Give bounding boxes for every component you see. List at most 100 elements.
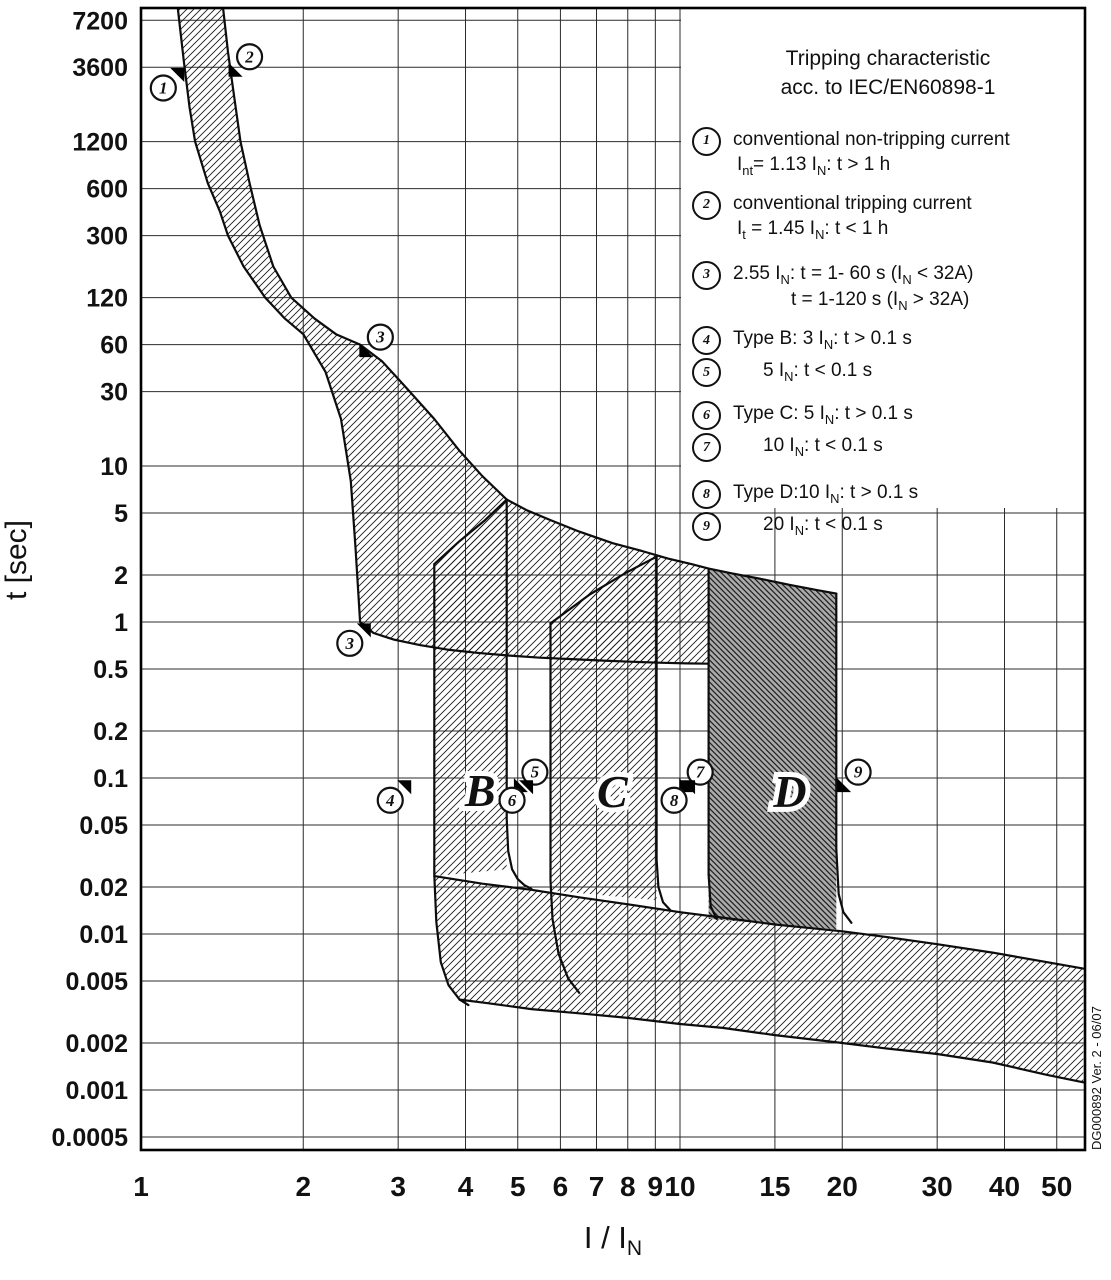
legend-item-5: 5 5 IN: t < 0.1 s — [692, 358, 1084, 388]
svg-text:2: 2 — [244, 47, 254, 66]
marker-pointer-triangle — [228, 62, 243, 77]
plot-border — [139, 6, 1087, 1152]
y-tick-label: 0.5 — [93, 656, 128, 684]
y-tick-label: 2 — [114, 562, 128, 590]
y-tick-label: 5 — [114, 500, 128, 528]
legend-item-number: 9 — [692, 512, 721, 542]
marker-1: 1 — [149, 67, 185, 102]
document-reference: DG000892 Ver. 2 - 06/07 — [1089, 1006, 1104, 1150]
y-tick-label: 0.01 — [79, 921, 128, 949]
x-tick-label: 3 — [390, 1171, 406, 1202]
legend-item-9: 9 20 IN: t < 0.1 s — [692, 512, 1084, 542]
legend-item-number: 2 — [692, 190, 721, 220]
y-tick-label: 120 — [86, 285, 128, 313]
y-tick-label: 10 — [100, 453, 128, 481]
type-c-band — [550, 556, 657, 901]
svg-text:6: 6 — [508, 791, 517, 810]
x-tick-label: 7 — [589, 1171, 605, 1202]
legend-item-number: 3 — [692, 260, 721, 290]
y-tick-label: 0.001 — [65, 1077, 128, 1105]
marker-pointer-triangle — [519, 780, 534, 795]
x-tick-label: 50 — [1041, 1171, 1072, 1202]
legend: Tripping characteristic acc. to IEC/EN60… — [692, 44, 1084, 542]
legend-item-number: 8 — [692, 480, 721, 510]
marker-9: 9 — [837, 758, 872, 793]
y-tick-label: 600 — [86, 176, 128, 204]
y-tick-label: 3600 — [72, 54, 128, 82]
legend-item-4: 4 Type B: 3 IN: t > 0.1 s — [692, 326, 1084, 356]
svg-text:3: 3 — [375, 328, 385, 347]
y-tick-label: 1 — [114, 609, 128, 637]
legend-title: Tripping characteristic acc. to IEC/EN60… — [692, 44, 1084, 103]
x-tick-label: 9 — [648, 1171, 664, 1202]
region-label-B: B — [464, 765, 496, 816]
legend-item-text: conventional tripping current It = 1.45 I… — [733, 192, 972, 242]
marker-pointer-triangle — [356, 623, 371, 638]
marker-pointer-triangle — [359, 343, 374, 358]
svg-text:5: 5 — [531, 763, 540, 782]
x-tick-label: 30 — [922, 1171, 953, 1202]
y-tick-label: 60 — [100, 332, 128, 360]
legend-background — [681, 9, 1084, 508]
svg-text:4: 4 — [385, 791, 395, 810]
region-labels: B C D — [459, 760, 812, 822]
y-tick-label: 0.0005 — [52, 1124, 129, 1152]
legend-item-text: 20 IN: t < 0.1 s — [763, 514, 883, 539]
legend-item-2: 2 conventional tripping current It = 1.45 … — [692, 190, 1084, 243]
legend-item-1: 1 conventional non-tripping current Int= 1… — [692, 126, 1084, 179]
marker-pointer-triangle — [397, 780, 412, 795]
y-tick-label: 0.02 — [79, 874, 128, 902]
x-tick-labels: 1 2 3 4 5 6 7 8 9 10 15 20 30 40 50 — [133, 1171, 1072, 1202]
legend-item-text: Type C: 5 IN: t > 0.1 s — [733, 403, 913, 428]
legend-item-text: Type D:10 IN: t > 0.1 s — [733, 482, 919, 507]
legend-item-number: 6 — [692, 401, 721, 431]
legend-item-number: 1 — [692, 126, 721, 156]
legend-item-8: 8 Type D:10 IN: t > 0.1 s — [692, 480, 1084, 510]
legend-title-line2: acc. to IEC/EN60898-1 — [780, 76, 996, 100]
legend-item-number: 5 — [692, 358, 721, 388]
legend-items: 1 conventional non-tripping current Int= 1… — [692, 126, 1084, 542]
legend-title-line1: Tripping characteristic — [785, 47, 991, 70]
x-tick-label: 20 — [827, 1171, 858, 1202]
legend-item-text: 10 IN: t < 0.1 s — [763, 435, 883, 460]
type-d-band — [708, 568, 837, 930]
legend-item-text: conventional non-tripping current Int= 1.… — [733, 128, 1010, 178]
y-tick-label: 1200 — [72, 129, 128, 157]
x-tick-label: 1 — [133, 1171, 149, 1202]
svg-text:1: 1 — [159, 78, 168, 97]
region-label-D: D — [772, 766, 806, 817]
band-outlines — [176, 7, 1085, 1084]
legend-item-6: 6 Type C: 5 IN: t > 0.1 s — [692, 401, 1084, 431]
svg-text:9: 9 — [854, 763, 863, 782]
y-tick-label: 30 — [100, 379, 128, 407]
x-tick-label: 4 — [458, 1171, 474, 1202]
legend-item-3: 3 2.55 IN: t = 1- 60 s (IN < 32A) t = 1-12… — [692, 260, 1084, 315]
y-tick-label: 0.002 — [65, 1030, 128, 1058]
legend-item-number: 7 — [692, 433, 721, 463]
x-tick-label: 6 — [553, 1171, 569, 1202]
x-tick-label: 10 — [664, 1171, 695, 1202]
marker-8: 8 — [660, 780, 696, 814]
y-tick-label: 0.2 — [93, 718, 128, 746]
marker-6: 6 — [498, 780, 534, 814]
legend-item-text: 5 IN: t < 0.1 s — [763, 360, 873, 385]
svg-text:8: 8 — [670, 791, 679, 810]
y-axis-label: t [sec] — [0, 520, 33, 600]
x-tick-label: 15 — [759, 1171, 790, 1202]
marker-3: 3 — [359, 323, 394, 358]
region-label-C: C — [597, 766, 629, 817]
y-tick-labels: 7200 3600 1200 600 300 120 60 30 10 5 2 1 0.5 0.2 0.1 0… — [52, 7, 129, 1152]
marker-2: 2 — [228, 43, 264, 77]
y-tick-label: 0.1 — [93, 765, 128, 793]
marker-4: 4 — [376, 780, 412, 814]
legend-item-number: 4 — [692, 326, 721, 356]
legend-item-7: 7 10 IN: t < 0.1 s — [692, 433, 1084, 463]
marker-5: 5 — [513, 758, 549, 793]
x-tick-label: 40 — [989, 1171, 1020, 1202]
svg-text:3: 3 — [345, 634, 355, 653]
svg-text:7: 7 — [696, 763, 706, 782]
y-tick-label: 0.005 — [65, 968, 128, 996]
